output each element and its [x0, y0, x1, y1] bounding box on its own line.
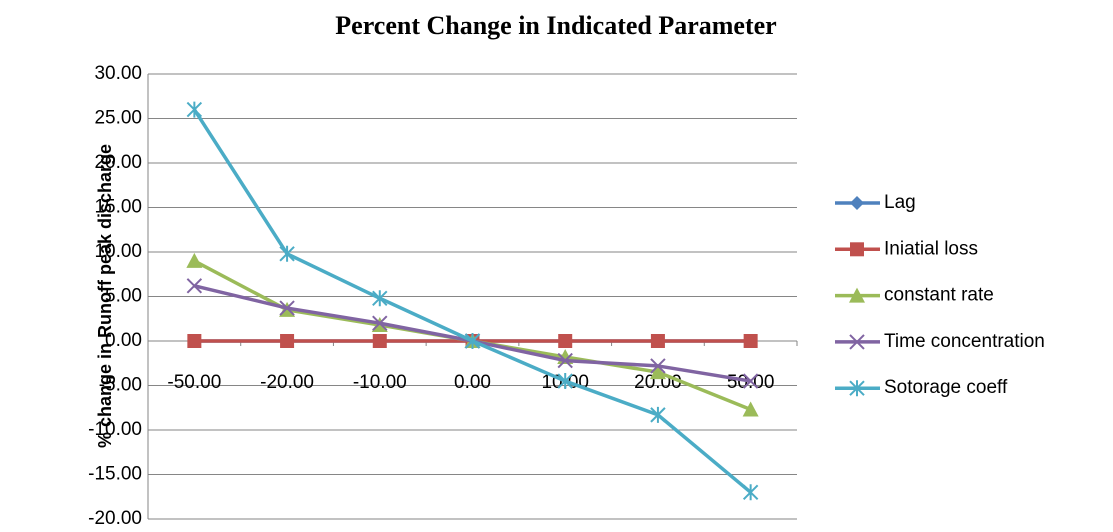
- data-point: [743, 334, 758, 348]
- data-point: [557, 352, 573, 369]
- y-axis-title: % change in Runoff peak discharge: [95, 144, 115, 448]
- x-tick-label: -10.00: [353, 372, 407, 393]
- data-point: [742, 373, 759, 389]
- y-tick-label: 20.00: [94, 152, 142, 173]
- y-tick-label: 5.00: [105, 286, 142, 307]
- data-point: [649, 364, 666, 380]
- data-point: [279, 245, 295, 262]
- legend-label: Sotorage coeff: [884, 377, 1008, 398]
- legend-marker: [850, 196, 864, 210]
- y-tick-label: -20.00: [88, 508, 142, 529]
- legend-marker: [849, 380, 865, 397]
- chart-title: Percent Change in Indicated Parameter: [335, 11, 776, 40]
- legend-marker: [849, 334, 865, 350]
- y-tick-label: -15.00: [88, 464, 142, 485]
- data-point: [186, 101, 203, 118]
- data-point: [742, 401, 759, 417]
- x-tick-label: 0.00: [454, 372, 491, 393]
- data-point: [187, 334, 202, 348]
- data-point: [279, 300, 295, 316]
- x-tick-label: 50.00: [727, 372, 775, 393]
- x-tick-label: -20.00: [260, 372, 314, 393]
- legend-label: Lag: [884, 192, 916, 213]
- y-tick-label: 15.00: [94, 197, 142, 218]
- data-point: [280, 334, 295, 348]
- legend-label: Time concentration: [884, 331, 1045, 352]
- data-point: [464, 333, 481, 349]
- data-point: [650, 406, 666, 423]
- y-tick-label: 30.00: [94, 63, 142, 84]
- data-point: [650, 334, 665, 348]
- data-point: [186, 252, 203, 268]
- data-point: [372, 334, 387, 348]
- legend-marker: [849, 287, 865, 303]
- legend-label: constant rate: [884, 285, 994, 306]
- y-tick-label: 0.00: [105, 330, 142, 351]
- data-point: [742, 484, 759, 501]
- data-point: [372, 315, 388, 331]
- data-point: [186, 278, 203, 294]
- legend-marker: [850, 242, 864, 257]
- data-point: [372, 290, 388, 307]
- x-tick-label: -50.00: [167, 372, 221, 393]
- legend-label: Iniatial loss: [884, 238, 978, 259]
- data-point: [558, 334, 573, 348]
- data-point: [557, 373, 573, 390]
- data-point: [650, 358, 666, 374]
- series-line: [192, 108, 752, 494]
- y-tick-label: -5.00: [99, 375, 142, 396]
- y-tick-label: 10.00: [94, 241, 142, 262]
- y-tick-label: -10.00: [88, 419, 142, 440]
- y-tick-label: 25.00: [94, 108, 142, 129]
